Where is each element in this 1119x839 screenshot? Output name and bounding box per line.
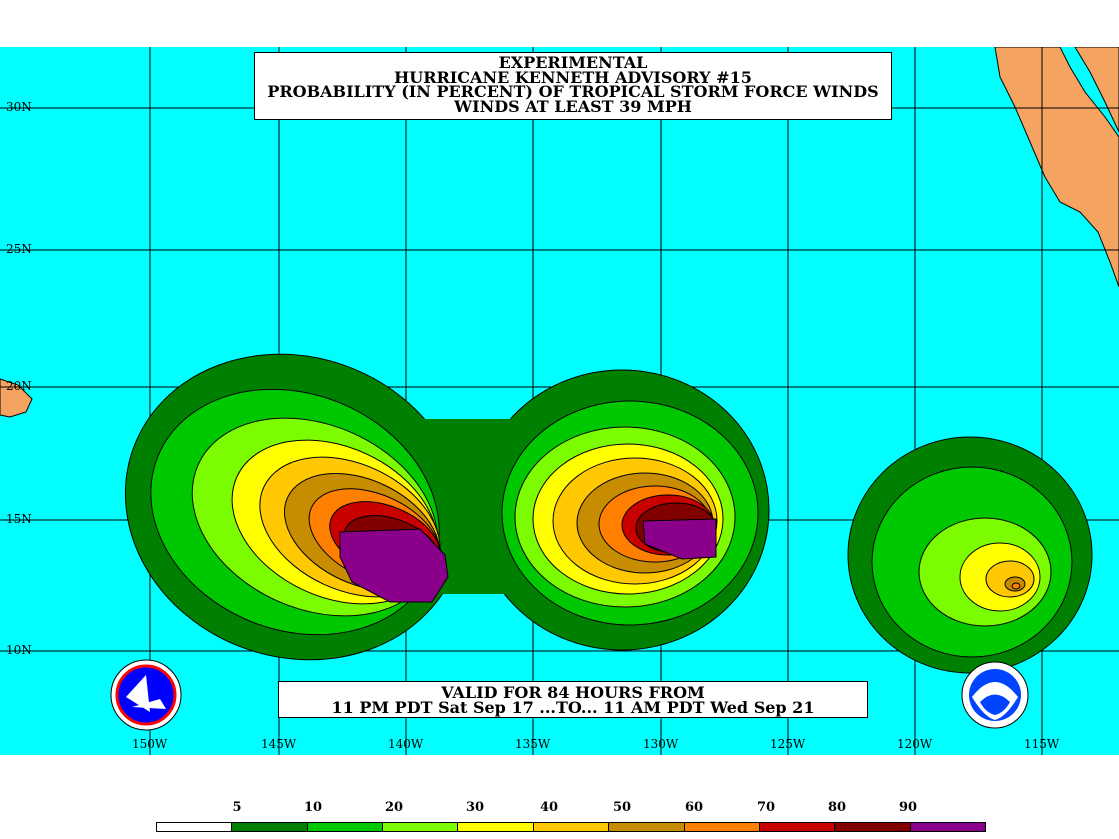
lat-label-25n: 25N [6,242,32,256]
legend-swatch [684,823,760,831]
kenneth-contours [124,353,770,661]
legend-label: 10 [303,800,323,815]
legend-swatch [609,823,685,831]
legend-label: 70 [756,800,776,815]
legend-color-bar [156,822,986,832]
probability-map [0,46,1119,755]
title-line-3: PROBABILITY (IN PERCENT) OF TROPICAL STO… [267,82,879,101]
noaa-logo [961,661,1029,729]
legend-label: 40 [539,800,559,815]
legend-label: 80 [827,800,847,815]
title-line-4: WINDS AT LEAST 39 MPH [454,96,692,116]
legend-label: 20 [384,800,404,815]
lon-label-125w: 125W [770,737,806,751]
legend-swatch [835,823,911,831]
lon-label-135w: 135W [515,737,551,751]
legend-label: 60 [684,800,704,815]
legend-swatch [759,823,836,831]
lon-label-150w: 150W [132,737,168,751]
legend-swatch [458,823,534,831]
legend-label: 30 [465,800,485,815]
legend-label: 5 [232,800,242,815]
land-masses [0,46,1119,418]
nws-logo [110,659,182,731]
legend-swatch [232,823,308,831]
lon-label-115w: 115W [1024,737,1060,751]
lon-label-120w: 120W [897,737,933,751]
title-line-1: EXPERIMENTAL [498,53,648,72]
valid-line-2: 11 PM PDT Sat Sep 17 ...TO... 11 AM PDT … [331,698,815,717]
eastern-storm-contours [847,436,1093,674]
legend-swatch [157,823,233,831]
legend-swatch [383,823,459,831]
baja-california [994,46,1119,288]
probability-legend: 5 10 20 30 40 50 60 70 80 90 [156,800,986,832]
mainland-mexico [1074,46,1119,133]
lon-label-130w: 130W [643,737,679,751]
legend-swatch [533,823,610,831]
lat-label-10n: 10N [6,643,32,657]
legend-label: 90 [898,800,918,815]
hawaii [0,378,33,418]
lon-label-140w: 140W [388,737,424,751]
legend-swatch [910,823,985,831]
legend-label: 50 [612,800,632,815]
lat-label-15n: 15N [6,512,32,526]
legend-swatch [307,823,384,831]
lon-label-145w: 145W [261,737,297,751]
lat-lon-grid [0,47,1119,755]
valid-period-box: VALID FOR 84 HOURS FROM 11 PM PDT Sat Se… [278,681,868,718]
lat-label-30n: 30N [6,100,32,114]
valid-line-1: VALID FOR 84 HOURS FROM [441,683,705,702]
lat-label-20n: 20N [6,379,32,393]
title-line-2: HURRICANE KENNETH ADVISORY #15 [394,67,752,87]
title-box: EXPERIMENTAL HURRICANE KENNETH ADVISORY … [254,52,892,120]
